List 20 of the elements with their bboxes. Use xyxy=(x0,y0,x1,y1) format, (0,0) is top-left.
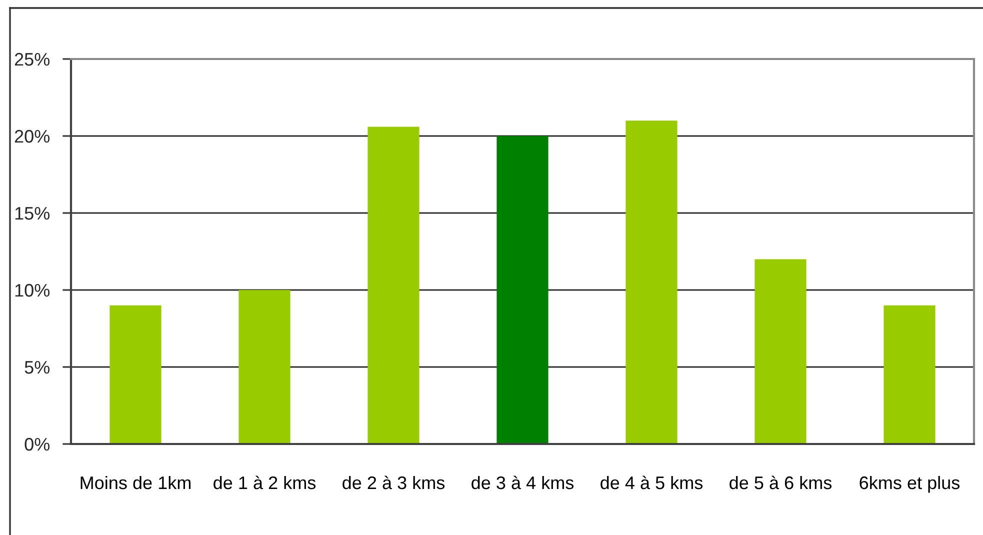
y-tick-label: 15% xyxy=(15,207,50,220)
bar xyxy=(626,120,678,444)
bar xyxy=(368,126,420,444)
bar xyxy=(238,290,290,444)
x-tick-label: de 3 à 4 kms xyxy=(472,476,574,490)
bar xyxy=(884,305,936,444)
x-tick-label: de 2 à 3 kms xyxy=(342,476,445,490)
x-tick-label: de 5 à 6 kms xyxy=(730,476,832,490)
x-tick-label: Moins de 1km xyxy=(80,476,191,490)
bar xyxy=(496,136,548,444)
x-tick-label: de 4 à 5 kms xyxy=(600,476,703,490)
y-tick-label: 0% xyxy=(24,438,50,451)
y-tick-label: 10% xyxy=(15,284,50,297)
x-tick-label: de 1 à 2 kms xyxy=(214,476,316,490)
y-tick-label: 5% xyxy=(24,361,50,374)
y-tick-label: 25% xyxy=(14,52,50,66)
bar xyxy=(754,259,806,444)
y-tick-label: 20% xyxy=(14,130,50,143)
x-tick-label: 6kms et plus xyxy=(860,476,960,493)
bar xyxy=(110,305,162,444)
